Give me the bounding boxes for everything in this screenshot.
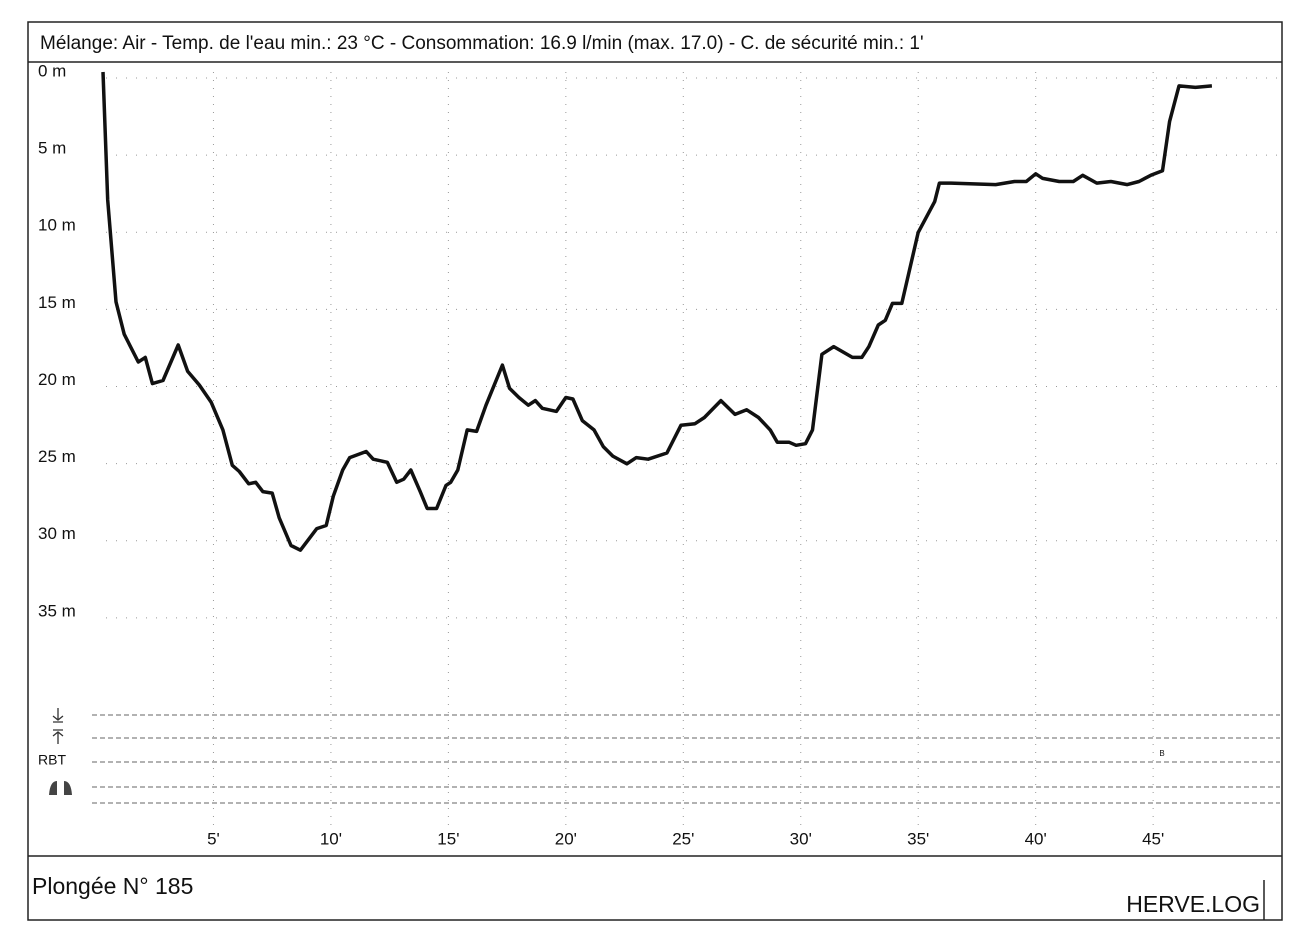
chart-title: Mélange: Air - Temp. de l'eau min.: 23 °… — [40, 33, 924, 54]
x-tick-label: 35' — [907, 829, 929, 848]
lung — [64, 781, 72, 795]
y-tick-label: 20 m — [38, 370, 76, 389]
y-tick-label: 30 m — [38, 524, 76, 543]
ascent-icon — [52, 729, 64, 744]
y-tick-label: 15 m — [38, 293, 76, 312]
lungs-icon — [49, 781, 72, 795]
y-tick-label: 25 m — [38, 447, 76, 466]
file-name: HERVE.LOG — [1126, 891, 1260, 917]
y-tick-label: 35 m — [38, 601, 76, 620]
indicator-rows — [92, 714, 1280, 804]
x-tick-label: 25' — [672, 829, 694, 848]
descent-icon — [52, 708, 64, 723]
y-tick-label: 0 m — [38, 61, 66, 80]
lung — [49, 781, 57, 795]
x-tick-label: 20' — [555, 829, 577, 848]
arrow-icons — [52, 708, 64, 744]
frame — [27, 21, 1283, 921]
x-tick-label: 30' — [790, 829, 812, 848]
x-tick-label: 15' — [437, 829, 459, 848]
y-tick-label: 10 m — [38, 216, 76, 235]
rbt-label: RBT — [38, 752, 66, 768]
rbt-marker: B — [1159, 749, 1164, 758]
x-tick-label: 45' — [1142, 829, 1164, 848]
dive-number: Plongée N° 185 — [32, 873, 193, 899]
x-tick-label: 10' — [320, 829, 342, 848]
x-tick-label: 5' — [207, 829, 220, 848]
x-tick-label: 40' — [1025, 829, 1047, 848]
y-tick-label: 5 m — [38, 139, 66, 158]
depth-line — [101, 71, 1213, 552]
